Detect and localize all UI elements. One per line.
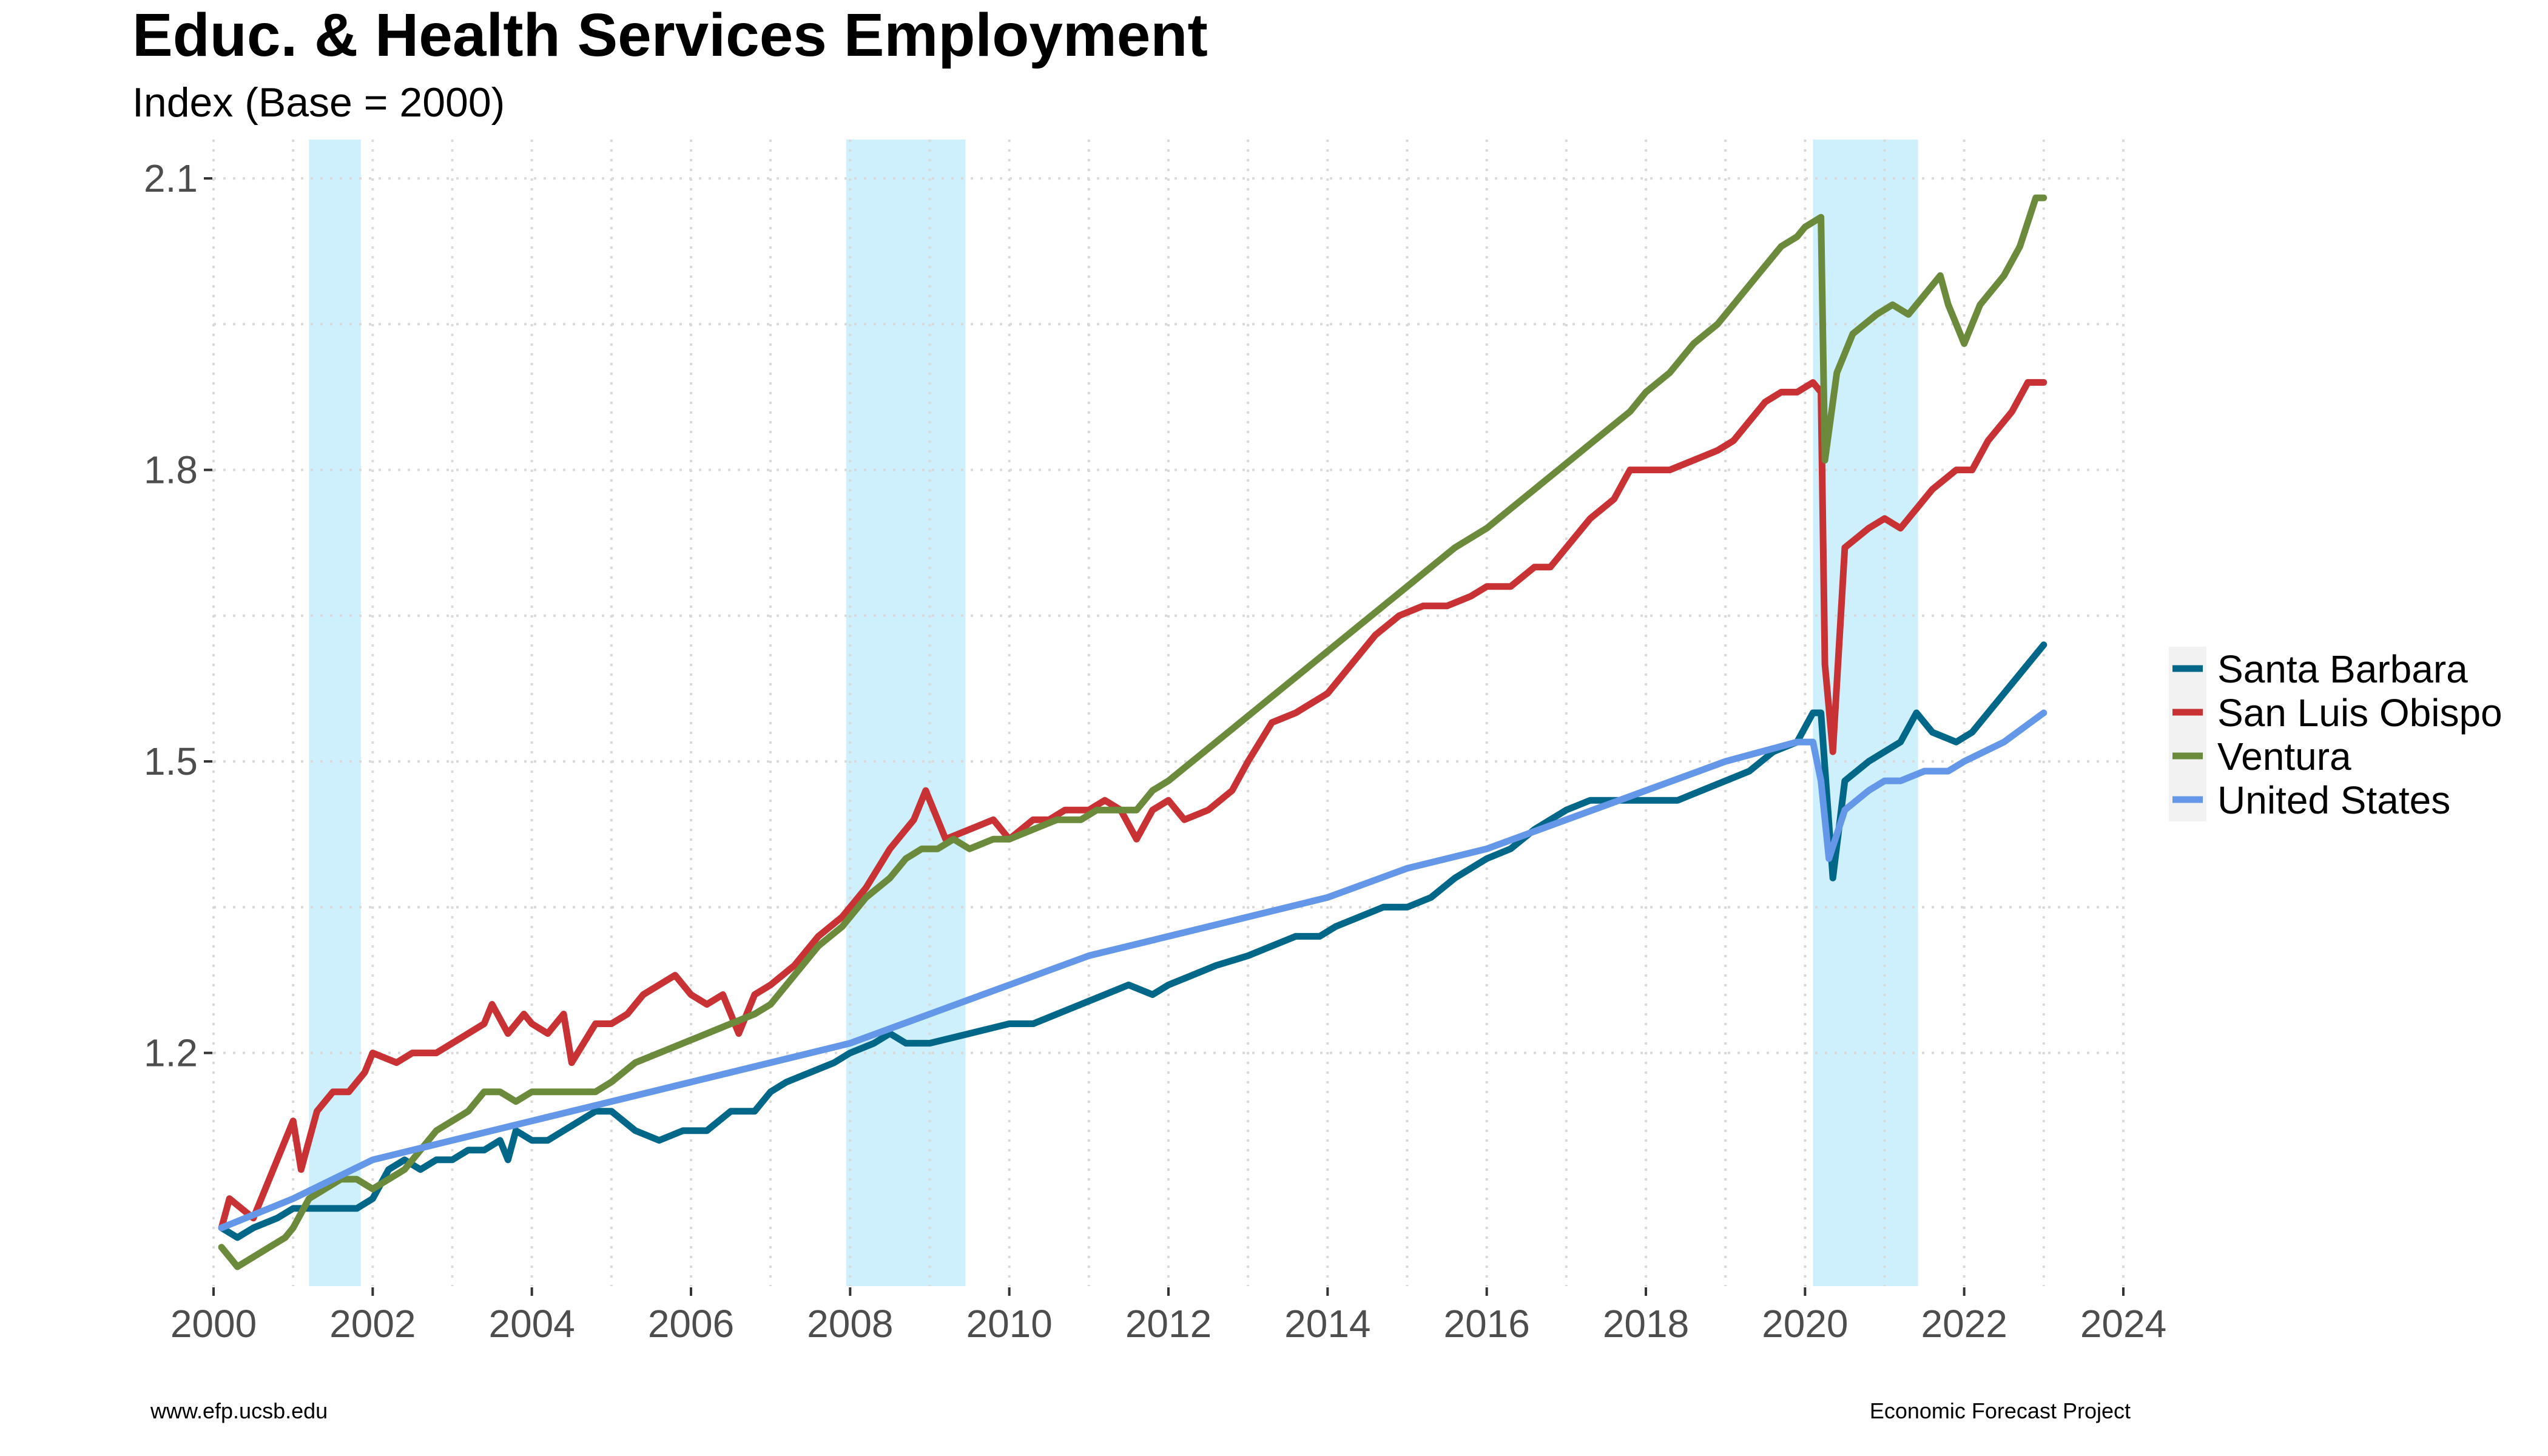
x-tick-label: 2024 xyxy=(2080,1302,2166,1346)
x-tick-label: 2018 xyxy=(1603,1302,1689,1346)
x-tick-label: 2008 xyxy=(807,1302,893,1346)
plot-area xyxy=(212,140,2125,1286)
series-lines xyxy=(218,194,2048,1270)
y-axis: 1.2 1.5 1.8 2.1 xyxy=(144,157,212,1075)
x-axis: 2000 2002 2004 2006 2008 2010 2012 2014 2016 2018… xyxy=(170,1287,2166,1346)
x-tick-label: 2004 xyxy=(488,1302,575,1346)
x-tick-label: 2006 xyxy=(648,1302,734,1346)
series-line-ventura xyxy=(218,194,2048,1270)
series-line-santa-barbara xyxy=(218,641,2048,1241)
legend-label-ventura: Ventura xyxy=(2217,735,2351,778)
legend-label-santa-barbara: Santa Barbara xyxy=(2217,647,2468,691)
y-tick-label: 2.1 xyxy=(144,157,198,200)
x-tick-label: 2016 xyxy=(1443,1302,1529,1346)
legend-label-united-states: United States xyxy=(2217,778,2450,822)
x-tick-label: 2010 xyxy=(966,1302,1052,1346)
x-tick-label: 2000 xyxy=(170,1302,257,1346)
x-tick-label: 2012 xyxy=(1125,1302,1212,1346)
series-line-san-luis-obispo xyxy=(218,379,2048,1232)
grid-lines xyxy=(212,140,2125,1286)
recession-bands xyxy=(309,140,1918,1286)
legend-key-background xyxy=(2169,647,2206,821)
y-tick-label: 1.5 xyxy=(144,740,198,783)
chart-subtitle: Index (Base = 2000) xyxy=(132,79,505,126)
x-tick-label: 2022 xyxy=(1921,1302,2007,1346)
y-tick-label: 1.2 xyxy=(144,1031,198,1075)
footer-credit: Economic Forecast Project xyxy=(1870,1398,2131,1423)
x-tick-label: 2020 xyxy=(1762,1302,1848,1346)
footer-source-url: www.efp.ucsb.edu xyxy=(150,1398,328,1423)
recession-band-2 xyxy=(846,140,966,1286)
y-tick-label: 1.8 xyxy=(144,448,198,492)
x-tick-label: 2002 xyxy=(329,1302,416,1346)
chart-title: Educ. & Health Services Employment xyxy=(132,1,1208,69)
legend-label-san-luis-obispo: San Luis Obispo xyxy=(2217,691,2502,735)
series-line-united-states xyxy=(218,709,2048,1232)
x-tick-label: 2014 xyxy=(1284,1302,1370,1346)
